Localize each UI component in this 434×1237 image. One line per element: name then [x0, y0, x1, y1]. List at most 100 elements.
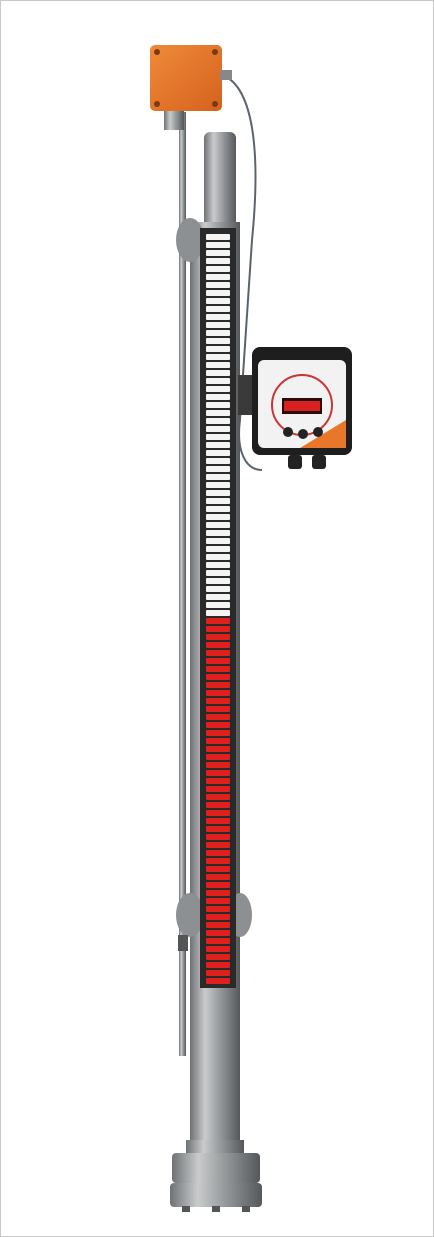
red-flap	[206, 626, 230, 632]
red-flap	[206, 618, 230, 624]
red-flap	[206, 946, 230, 952]
white-flap	[206, 378, 230, 384]
white-flap	[206, 610, 230, 616]
white-flap	[206, 506, 230, 512]
red-flap	[206, 818, 230, 824]
white-flap	[206, 370, 230, 376]
white-flap	[206, 570, 230, 576]
page: (() => { const data = JSON.parse(documen…	[0, 0, 434, 1237]
red-flap	[206, 834, 230, 840]
flange	[170, 1183, 262, 1207]
white-flap	[206, 530, 230, 536]
white-flap	[206, 282, 230, 288]
white-flap	[206, 578, 230, 584]
clamp	[176, 218, 204, 262]
red-flap	[206, 658, 230, 664]
red-flap	[206, 858, 230, 864]
red-flap	[206, 826, 230, 832]
white-flap	[206, 242, 230, 248]
red-flap	[206, 770, 230, 776]
bracket	[178, 935, 188, 951]
white-flap	[206, 314, 230, 320]
white-flap	[206, 554, 230, 560]
red-flap	[206, 722, 230, 728]
white-flap	[206, 402, 230, 408]
white-flap	[206, 426, 230, 432]
red-flap	[206, 794, 230, 800]
red-flap	[206, 690, 230, 696]
display-digits	[284, 401, 320, 411]
red-flap	[206, 738, 230, 744]
red-flap	[206, 850, 230, 856]
white-flap	[206, 346, 230, 352]
red-flap	[206, 754, 230, 760]
red-flap	[206, 930, 230, 936]
red-flap	[206, 642, 230, 648]
junction-box	[150, 45, 222, 111]
red-flap	[206, 922, 230, 928]
white-flap	[206, 386, 230, 392]
red-flap	[206, 706, 230, 712]
red-flap	[206, 762, 230, 768]
white-flap	[206, 290, 230, 296]
gland	[164, 108, 184, 130]
white-flap	[206, 522, 230, 528]
white-flap	[206, 498, 230, 504]
white-flap	[206, 594, 230, 600]
red-flap	[206, 674, 230, 680]
white-flap	[206, 410, 230, 416]
white-flap	[206, 298, 230, 304]
white-flap	[206, 354, 230, 360]
cable-gland	[220, 70, 232, 80]
white-flap	[206, 538, 230, 544]
white-flap	[206, 490, 230, 496]
white-flap	[206, 466, 230, 472]
red-flap	[206, 938, 230, 944]
red-flap	[206, 970, 230, 976]
white-flap	[206, 258, 230, 264]
white-flap	[206, 274, 230, 280]
red-flap	[206, 954, 230, 960]
white-flap	[206, 434, 230, 440]
red-flap	[206, 786, 230, 792]
white-flap	[206, 394, 230, 400]
red-flap	[206, 978, 230, 984]
product-photo	[0, 0, 434, 1237]
red-flap	[206, 682, 230, 688]
red-flap	[206, 962, 230, 968]
white-flap	[206, 474, 230, 480]
white-flap	[206, 266, 230, 272]
white-flap	[206, 330, 230, 336]
white-flap	[206, 306, 230, 312]
red-flap	[206, 914, 230, 920]
red-flap	[206, 890, 230, 896]
red-flap	[206, 746, 230, 752]
white-flap	[206, 450, 230, 456]
red-flap	[206, 810, 230, 816]
red-flap	[206, 730, 230, 736]
red-flap	[206, 882, 230, 888]
white-flap	[206, 322, 230, 328]
white-flap	[206, 362, 230, 368]
red-flap	[206, 714, 230, 720]
red-flap	[206, 898, 230, 904]
white-flap	[206, 562, 230, 568]
red-flap	[206, 778, 230, 784]
white-flap	[206, 250, 230, 256]
flange	[172, 1153, 260, 1183]
white-flap	[206, 586, 230, 592]
white-flap	[206, 418, 230, 424]
red-flap	[206, 666, 230, 672]
neck	[186, 1140, 244, 1154]
white-flap	[206, 234, 230, 240]
red-flap	[206, 866, 230, 872]
white-flap	[206, 482, 230, 488]
clamp	[176, 893, 204, 937]
red-flap	[206, 874, 230, 880]
white-flap	[206, 602, 230, 608]
red-flap	[206, 650, 230, 656]
white-flap	[206, 338, 230, 344]
red-flap	[206, 698, 230, 704]
white-flap	[206, 514, 230, 520]
red-flap	[206, 802, 230, 808]
